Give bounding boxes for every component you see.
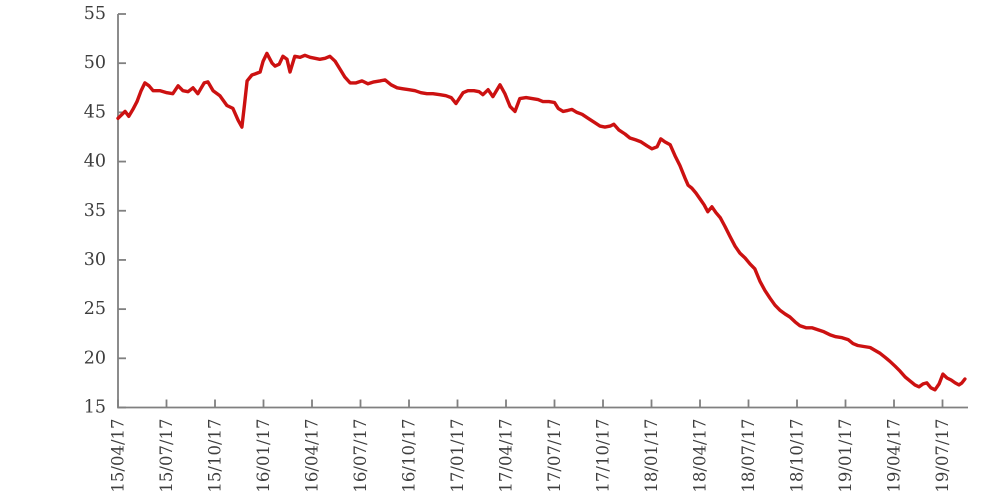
x-tick-labels: 15/04/17 15/07/17 15/10/17 16/01/17 16/04/17… xyxy=(109,418,953,492)
series-line-price xyxy=(116,51,967,392)
y-tick-label: 30 xyxy=(84,250,106,270)
x-tick-label: 17/01/17 xyxy=(448,419,467,493)
x-tick-label: 16/01/17 xyxy=(254,419,273,493)
x-tick-label: 17/04/17 xyxy=(497,418,516,492)
x-tick-label: 19/01/17 xyxy=(836,419,855,493)
x-tick-label: 16/04/17 xyxy=(303,419,322,493)
x-tick-label: 16/07/17 xyxy=(351,419,370,493)
axis-spines xyxy=(117,14,968,409)
y-tick-label: 35 xyxy=(84,201,106,221)
y-tick-label: 15 xyxy=(84,398,106,418)
y-tick-label: 50 xyxy=(84,53,106,73)
x-tick-label: 16/10/17 xyxy=(400,419,419,493)
x-tick-label: 18/01/17 xyxy=(642,419,661,493)
x-tick-label: 17/10/17 xyxy=(594,419,613,493)
x-tick-label: 18/10/17 xyxy=(788,419,807,493)
y-tick-label: 25 xyxy=(84,299,106,319)
x-tick-label: 15/10/17 xyxy=(206,419,225,493)
y-tick-label: 45 xyxy=(84,102,106,122)
x-tick-label: 18/04/17 xyxy=(691,419,710,493)
x-tick-label: 15/04/17 xyxy=(109,419,128,493)
y-tick-label: 40 xyxy=(84,152,106,172)
x-tick-label: 15/07/17 xyxy=(157,419,176,493)
y-tick-labels: 15 20 25 30 35 40 45 50 55 xyxy=(84,4,106,418)
x-ticks xyxy=(117,399,944,408)
x-tick-label: 19/04/17 xyxy=(885,419,904,493)
x-tick-label: 18/07/17 xyxy=(739,419,758,493)
x-tick-label: 19/07/17 xyxy=(933,419,952,493)
x-tick-label: 17/07/17 xyxy=(545,419,564,493)
y-ticks xyxy=(118,13,126,409)
y-tick-label: 55 xyxy=(84,4,106,24)
y-tick-label: 20 xyxy=(84,348,106,368)
